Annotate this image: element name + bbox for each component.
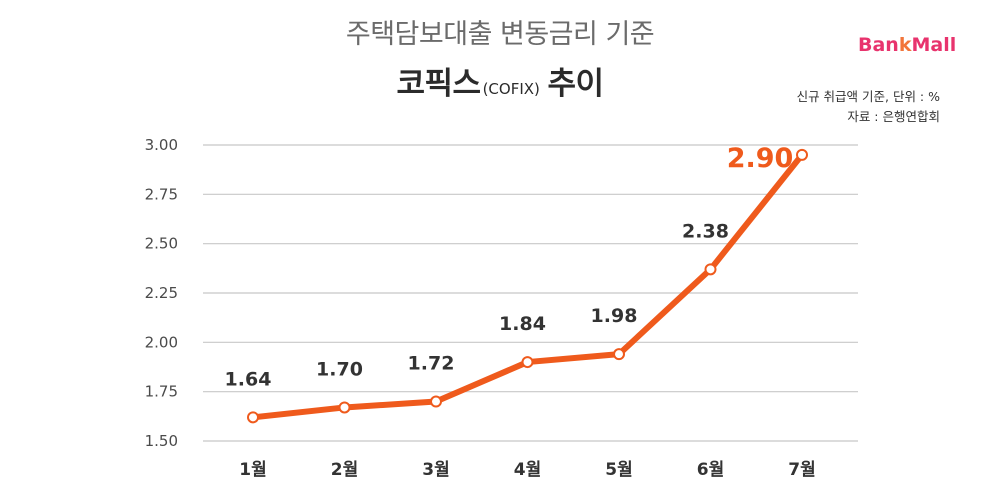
y-tick-label: 3.00 — [145, 136, 178, 154]
data-label: 2.38 — [682, 220, 729, 242]
data-label: 1.72 — [408, 353, 455, 375]
data-point — [704, 263, 717, 276]
series-points — [247, 148, 808, 424]
x-tick-label: 2월 — [331, 460, 358, 480]
data-label: 1.84 — [499, 313, 546, 335]
data-point — [430, 395, 442, 408]
data-label: 1.98 — [591, 305, 638, 327]
data-point — [613, 348, 625, 361]
y-tick-label: 1.50 — [145, 432, 178, 450]
logo-part-mall: Mall — [911, 34, 957, 56]
unit-note: 신규 취급액 기준, 단위 : % — [796, 89, 940, 104]
data-point — [521, 356, 534, 369]
y-tick-label: 2.75 — [145, 185, 178, 203]
grid-layer — [203, 144, 858, 442]
title-main-trend: 추이 — [547, 66, 604, 102]
chart-title-line1: 주택담보대출 변동금리 기준 — [345, 19, 655, 50]
data-point — [338, 401, 351, 414]
x-tick-label: 1월 — [239, 460, 266, 480]
x-tick-label: 7월 — [788, 460, 815, 480]
x-axis-ticks: 1월 2월 3월 4월 5월 6월 7월 — [239, 460, 815, 480]
data-point — [796, 148, 808, 161]
data-label: 1.64 — [225, 368, 272, 390]
y-tick-label: 2.50 — [145, 235, 178, 253]
data-labels: 1.64 1.70 1.72 1.84 1.98 2.38 2.90 — [225, 143, 794, 390]
x-tick-label: 4월 — [514, 460, 541, 480]
title-main-korean: 코픽스 — [396, 66, 482, 102]
bankmall-logo: BankMall — [858, 34, 956, 56]
y-tick-label: 2.00 — [145, 333, 178, 351]
logo-part-ban: Ban — [858, 34, 899, 56]
y-tick-label: 1.75 — [145, 383, 178, 401]
x-tick-label: 6월 — [697, 460, 724, 480]
x-tick-label: 3월 — [422, 460, 449, 480]
data-point — [247, 411, 259, 424]
data-label: 1.70 — [316, 358, 363, 380]
logo-part-k: k — [898, 34, 912, 56]
chart-title-main: 코픽스 (COFIX) 추이 — [0, 58, 1000, 103]
y-tick-label: 2.25 — [145, 284, 178, 302]
x-tick-label: 5월 — [605, 460, 632, 480]
y-axis-ticks: 1.50 1.75 2.00 2.25 2.50 2.75 3.00 — [145, 136, 178, 450]
source-note: 자료 : 은행연합회 — [847, 109, 940, 124]
title-paren: (COFIX) — [482, 80, 540, 98]
data-label: 2.90 — [727, 143, 794, 174]
